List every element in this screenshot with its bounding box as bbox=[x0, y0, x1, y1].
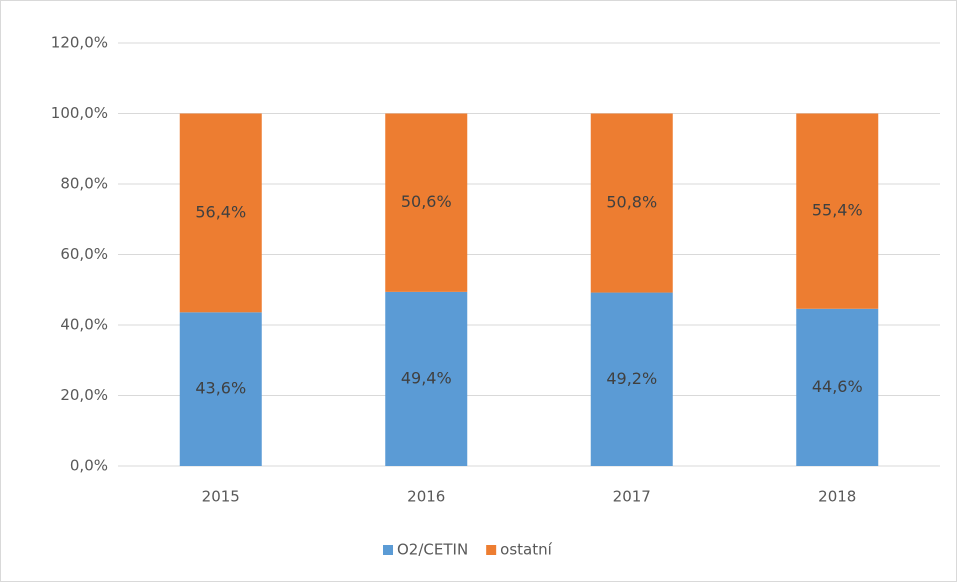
data-label: 55,4% bbox=[812, 201, 863, 220]
y-tick-label: 100,0% bbox=[51, 104, 108, 122]
bar-segment bbox=[385, 291, 468, 466]
y-tick-label: 0,0% bbox=[70, 457, 108, 475]
legend-swatch bbox=[486, 545, 497, 555]
legend-label: O2/CETIN bbox=[397, 541, 468, 559]
legend-label: ostatní bbox=[500, 541, 552, 559]
data-label: 43,6% bbox=[195, 379, 246, 398]
bar-segment bbox=[796, 308, 879, 466]
x-tick-label: 2018 bbox=[818, 488, 856, 506]
legend-swatch bbox=[383, 545, 393, 555]
y-tick-label: 120,0% bbox=[51, 34, 108, 52]
data-label: 50,6% bbox=[401, 192, 452, 211]
bar-segment bbox=[796, 113, 879, 309]
bar-segment bbox=[385, 113, 468, 292]
bar-segment bbox=[590, 292, 673, 466]
data-label: 44,6% bbox=[812, 377, 863, 396]
data-label: 49,4% bbox=[401, 368, 452, 387]
x-tick-label: 2017 bbox=[613, 488, 651, 506]
data-label: 49,2% bbox=[606, 369, 657, 388]
data-label: 50,8% bbox=[606, 193, 657, 212]
data-label: 56,4% bbox=[195, 202, 246, 221]
x-tick-label: 2015 bbox=[202, 488, 240, 506]
x-tick-label: 2016 bbox=[407, 488, 445, 506]
y-tick-label: 80,0% bbox=[60, 175, 108, 193]
y-tick-label: 40,0% bbox=[60, 316, 108, 334]
bar-segment bbox=[590, 113, 673, 293]
y-tick-label: 60,0% bbox=[60, 245, 108, 263]
y-tick-label: 20,0% bbox=[60, 386, 108, 404]
bar-segment bbox=[179, 113, 262, 313]
bar-segment bbox=[179, 312, 262, 466]
